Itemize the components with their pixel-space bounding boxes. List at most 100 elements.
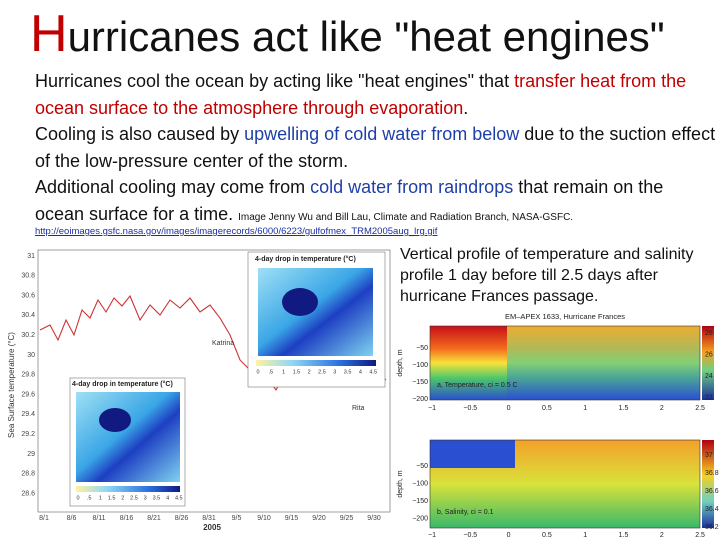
x-tick-label: 1 (583, 532, 587, 539)
y-tick-label: 30.8 (21, 273, 35, 280)
inset-scale-label: 2.5 (318, 369, 326, 375)
x-tick-label: −1 (428, 405, 436, 412)
inset-scale-label: 1 (282, 369, 285, 375)
text-run: due to the suction effect of the low-pre… (35, 124, 716, 171)
x-tick-label: 2.5 (695, 405, 705, 412)
x-tick-label: 9/30 (367, 515, 381, 522)
colorbar-label: 36.6 (705, 488, 719, 495)
x-tick-label: 0 (507, 405, 511, 412)
storm-label: Katrina (212, 340, 234, 347)
inset-map-bottom-water (76, 392, 180, 482)
inset-scale-label: 2.5 (130, 495, 138, 501)
inset-map-top (247, 251, 386, 388)
depth-tick-label: −150 (412, 379, 428, 386)
depth-tick-label: −200 (412, 515, 428, 522)
salinity-panel (430, 440, 700, 528)
inset-scale-label: 3.5 (344, 369, 352, 375)
caption: Vertical profile of temperature and sali… (400, 246, 694, 305)
temperature-cooling (507, 326, 700, 400)
inset-scale-label: 0 (76, 495, 79, 501)
y-tick-label: 29 (27, 451, 35, 458)
temperature-colorbar (702, 326, 714, 400)
image-credit: Image Jenny Wu and Bill Lau, Climate and… (238, 211, 574, 223)
panel-frame (429, 325, 701, 401)
x-tick-label: 9/10 (257, 515, 271, 522)
colorbar-label: 28 (705, 330, 713, 337)
left-plot-frame (37, 249, 391, 513)
salinity-low (430, 440, 515, 468)
image-link[interactable]: http://eoimages.gsfc.nasa.gov/images/ima… (35, 226, 438, 237)
highlight-text: transfer heat from the ocean surface to … (35, 71, 687, 118)
depth-tick-label: −200 (412, 396, 428, 403)
inset-scale-label: .5 (269, 369, 274, 375)
y-axis-label: Sea Surface temperature (°C) (7, 332, 16, 438)
inset-scale-label: 1.5 (108, 495, 116, 501)
x-tick-label: 9/5 (232, 515, 242, 522)
inset-scale-label: 4 (359, 369, 362, 375)
cooling-spot (282, 288, 318, 316)
inset-scale-top (256, 360, 376, 366)
inset-scale-label: 0 (256, 369, 259, 375)
x-tick-label: 2.5 (695, 532, 705, 539)
inset-map-bottom (69, 377, 186, 507)
y-tick-label: 29.6 (21, 391, 35, 398)
paragraph: Cooling is also caused by upwelling of c… (35, 121, 717, 174)
x-tick-label: 8/21 (147, 515, 161, 522)
temperature-panel (430, 326, 700, 400)
colorbar-label: 36.8 (705, 470, 719, 477)
y-axis-label: depth, m (397, 470, 404, 497)
inset-scale-label: 4.5 (369, 369, 377, 375)
y-tick-label: 31 (27, 253, 35, 260)
x-tick-label: 8/1 (39, 515, 49, 522)
x-tick-label: 1.5 (619, 405, 629, 412)
inset-scale-label: 4 (166, 495, 169, 501)
inset-title: 4-day drop in temperature (°C) (72, 380, 173, 388)
y-axis-label: depth, m (397, 349, 404, 376)
slide-title: Hurricanes act like "heat engines" (30, 5, 665, 63)
paragraph: Hurricanes cool the ocean by acting like… (35, 68, 717, 121)
x-tick-label: 1.5 (619, 532, 629, 539)
x-tick-label: 8/31 (202, 515, 216, 522)
y-tick-label: 29.4 (21, 411, 35, 418)
x-tick-label: 9/15 (285, 515, 299, 522)
y-tick-label: 28.6 (21, 490, 35, 497)
text-run: that remain on the ocean surface for a t… (35, 177, 664, 224)
body-text: Hurricanes cool the ocean by acting like… (35, 68, 717, 231)
panel-frame (429, 439, 701, 529)
colorbar-label: 26 (705, 351, 713, 358)
inset-scale-label: 2 (308, 369, 311, 375)
y-tick-label: 30.2 (21, 332, 35, 339)
depth-tick-label: −100 (412, 362, 428, 369)
text-run: Cooling is also caused by (35, 124, 245, 144)
x-tick-label: 0.5 (542, 405, 552, 412)
y-tick-label: 29.2 (21, 431, 35, 438)
x-tick-label: 0 (507, 532, 511, 539)
colorbar-label: 24 (705, 373, 713, 380)
colorbar-label: 36.4 (705, 506, 719, 513)
inset-scale-label: 4.5 (175, 495, 183, 501)
x-tick-label: 8/26 (175, 515, 189, 522)
y-tick-label: 30 (27, 352, 35, 359)
x-tick-label: −0.5 (463, 405, 477, 412)
y-tick-label: 30.4 (21, 312, 35, 319)
x-tick-label: 8/6 (67, 515, 77, 522)
depth-tick-label: −50 (416, 463, 428, 470)
text-run: Hurricanes cool the ocean by acting like… (35, 71, 515, 91)
inset-scale-label: 1.5 (293, 369, 301, 375)
x-tick-label: 8/11 (92, 515, 105, 522)
depth-tick-label: −100 (412, 480, 428, 487)
inset-map-top-water (258, 268, 373, 356)
x-tick-label: −1 (428, 532, 436, 539)
x-tick-label: −0.5 (463, 532, 477, 539)
inset-scale-label: 3.5 (153, 495, 161, 501)
x-tick-label: 9/20 (312, 515, 326, 522)
inset-scale-bottom (76, 486, 180, 492)
depth-tick-label: −150 (412, 498, 428, 505)
inset-title: 4-day drop in temperature (°C) (255, 255, 356, 263)
storm-label: Rita (352, 405, 365, 412)
salinity-colorbar (702, 440, 714, 528)
inset-scale-label: 3 (144, 495, 147, 501)
x-tick-label: 9/25 (340, 515, 354, 522)
figure-title: EM–APEX 1633, Hurricane Frances (505, 312, 625, 321)
